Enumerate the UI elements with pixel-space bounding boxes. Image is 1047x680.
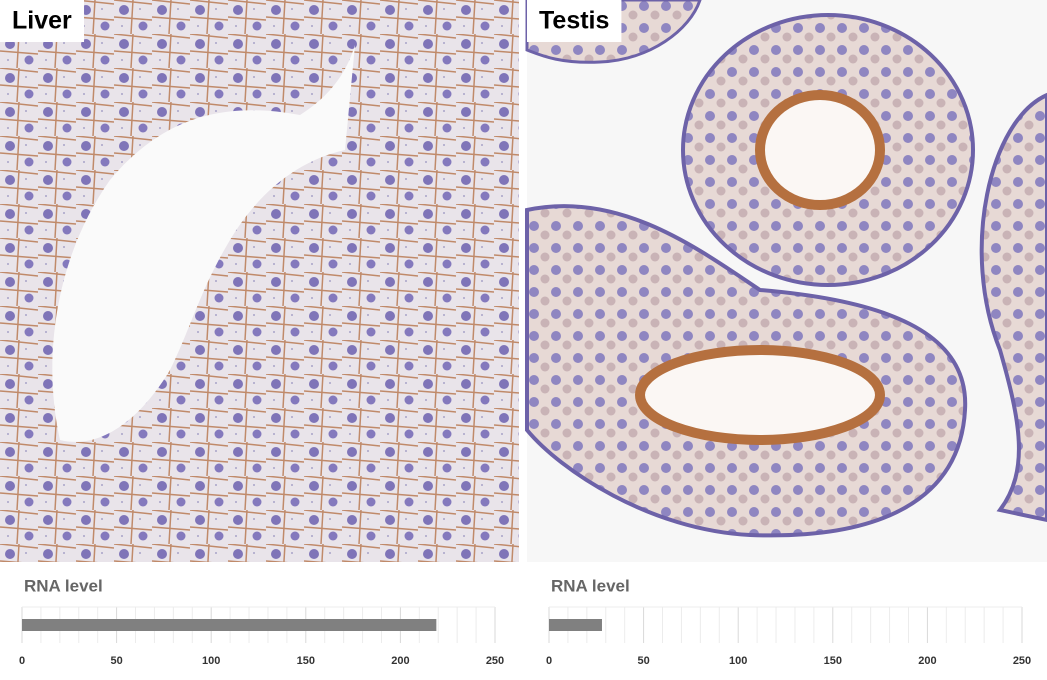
x-tick-label: 0 [19, 655, 25, 667]
x-tick-label: 200 [918, 655, 936, 667]
chart-title: RNA level [551, 576, 630, 595]
x-tick-label: 0 [546, 655, 552, 667]
bar [549, 619, 602, 631]
x-tick-label: 150 [824, 655, 842, 667]
tissue-label: Liver [12, 7, 72, 35]
x-tick-label: 200 [391, 655, 409, 667]
x-tick-label: 100 [202, 655, 220, 667]
tissue-label-bg [527, 0, 622, 42]
x-tick-label: 100 [729, 655, 747, 667]
x-tick-label: 150 [297, 655, 315, 667]
bar [22, 619, 437, 631]
x-tick-label: 250 [486, 655, 504, 667]
tissue-label: Testis [539, 7, 609, 35]
x-tick-label: 250 [1013, 655, 1031, 667]
testis-image [525, 0, 1047, 562]
liver-image [0, 0, 519, 562]
x-tick-label: 50 [110, 655, 122, 667]
chart-title: RNA level [24, 576, 103, 595]
tissue-label-bg [0, 0, 85, 42]
x-tick-label: 50 [637, 655, 649, 667]
